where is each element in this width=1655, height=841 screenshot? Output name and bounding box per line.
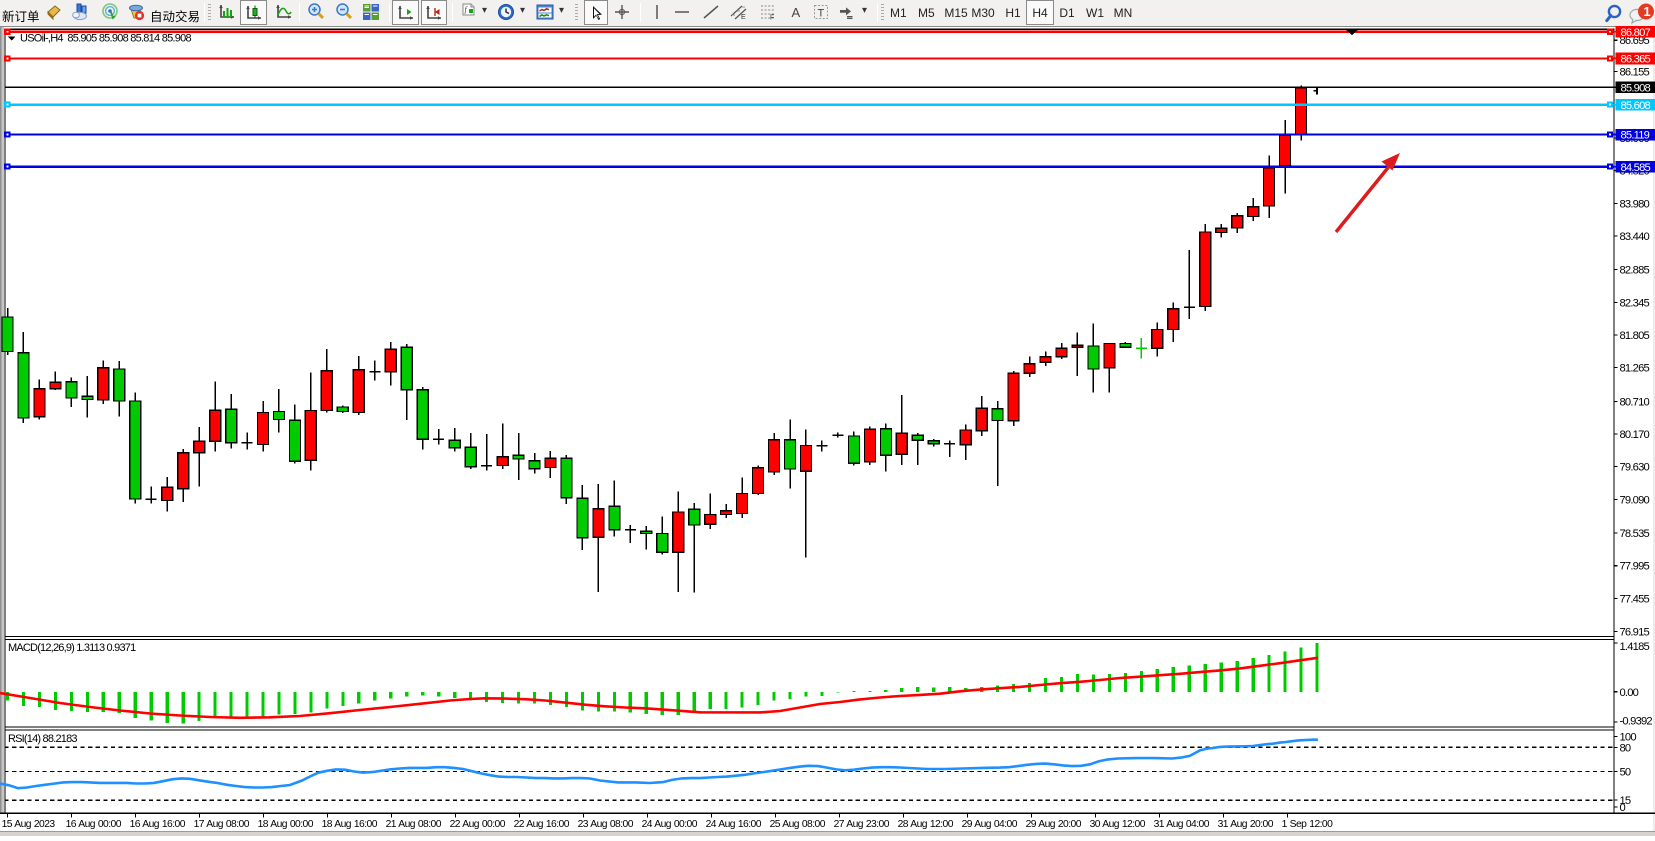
svg-text:F: F bbox=[770, 15, 774, 22]
svg-text:USOil-,H4 85.905 85.908 85.81: USOil-,H4 85.905 85.908 85.814 85.908 bbox=[20, 33, 191, 45]
svg-text:22 Aug 00:00: 22 Aug 00:00 bbox=[450, 819, 506, 830]
svg-text:E: E bbox=[741, 14, 746, 21]
svg-text:30 Aug 12:00: 30 Aug 12:00 bbox=[1090, 819, 1146, 830]
svg-text:1 Sep 12:00: 1 Sep 12:00 bbox=[1282, 819, 1334, 830]
svg-text:15 Aug 2023: 15 Aug 2023 bbox=[2, 819, 56, 830]
svg-text:80.710: 80.710 bbox=[1620, 396, 1650, 408]
svg-text:29 Aug 20:00: 29 Aug 20:00 bbox=[1026, 819, 1082, 830]
svg-text:18 Aug 00:00: 18 Aug 00:00 bbox=[258, 819, 314, 830]
svg-text:86.365: 86.365 bbox=[1621, 54, 1651, 66]
svg-text:83.440: 83.440 bbox=[1620, 231, 1650, 243]
svg-text:80: 80 bbox=[1620, 743, 1631, 755]
svg-text:27 Aug 23:00: 27 Aug 23:00 bbox=[834, 819, 890, 830]
svg-text:17 Aug 08:00: 17 Aug 08:00 bbox=[194, 819, 250, 830]
svg-text:28 Aug 12:00: 28 Aug 12:00 bbox=[898, 819, 954, 830]
svg-text:1: 1 bbox=[1643, 4, 1650, 19]
svg-text:50: 50 bbox=[1620, 767, 1631, 779]
svg-text:81.265: 81.265 bbox=[1620, 363, 1650, 375]
svg-text:29 Aug 04:00: 29 Aug 04:00 bbox=[962, 819, 1018, 830]
svg-text:82.345: 82.345 bbox=[1620, 297, 1650, 309]
svg-text:80.170: 80.170 bbox=[1620, 429, 1650, 441]
svg-text:85.119: 85.119 bbox=[1621, 130, 1650, 142]
svg-text:85.608: 85.608 bbox=[1621, 100, 1651, 112]
svg-text:16 Aug 16:00: 16 Aug 16:00 bbox=[130, 819, 186, 830]
svg-text:18 Aug 16:00: 18 Aug 16:00 bbox=[322, 819, 378, 830]
svg-text:78.535: 78.535 bbox=[1620, 528, 1650, 540]
svg-text:82.885: 82.885 bbox=[1620, 265, 1650, 277]
svg-text:31 Aug 20:00: 31 Aug 20:00 bbox=[1218, 819, 1274, 830]
svg-text:A: A bbox=[792, 5, 801, 20]
svg-text:76.915: 76.915 bbox=[1620, 627, 1650, 639]
svg-text:86.155: 86.155 bbox=[1620, 67, 1650, 79]
svg-text:16 Aug 00:00: 16 Aug 00:00 bbox=[66, 819, 122, 830]
svg-text:0: 0 bbox=[1620, 802, 1626, 814]
svg-text:77.995: 77.995 bbox=[1620, 561, 1650, 573]
svg-text:79.630: 79.630 bbox=[1620, 462, 1650, 474]
svg-text:T: T bbox=[818, 8, 825, 20]
svg-text:MACD(12,26,9) 1.3113 0.9371: MACD(12,26,9) 1.3113 0.9371 bbox=[8, 642, 136, 654]
svg-text:22 Aug 16:00: 22 Aug 16:00 bbox=[514, 819, 570, 830]
svg-text:86.807: 86.807 bbox=[1621, 27, 1651, 39]
svg-text:77.455: 77.455 bbox=[1620, 593, 1650, 605]
svg-text:83.980: 83.980 bbox=[1620, 198, 1650, 210]
svg-text:24 Aug 16:00: 24 Aug 16:00 bbox=[706, 819, 762, 830]
svg-text:24 Aug 00:00: 24 Aug 00:00 bbox=[642, 819, 698, 830]
svg-text:85.908: 85.908 bbox=[1621, 83, 1651, 95]
svg-text:1.4185: 1.4185 bbox=[1620, 641, 1650, 653]
svg-text:79.090: 79.090 bbox=[1620, 494, 1650, 506]
svg-text:81.805: 81.805 bbox=[1620, 330, 1650, 342]
svg-text:0.00: 0.00 bbox=[1620, 687, 1639, 699]
svg-text:23 Aug 08:00: 23 Aug 08:00 bbox=[578, 819, 634, 830]
svg-text:31 Aug 04:00: 31 Aug 04:00 bbox=[1154, 819, 1210, 830]
svg-text:RSI(14) 88.2183: RSI(14) 88.2183 bbox=[8, 733, 77, 745]
svg-text:84.585: 84.585 bbox=[1621, 162, 1651, 174]
svg-text:-0.9392: -0.9392 bbox=[1620, 715, 1653, 727]
svg-text:21 Aug 08:00: 21 Aug 08:00 bbox=[386, 819, 442, 830]
svg-text:25 Aug 08:00: 25 Aug 08:00 bbox=[770, 819, 826, 830]
